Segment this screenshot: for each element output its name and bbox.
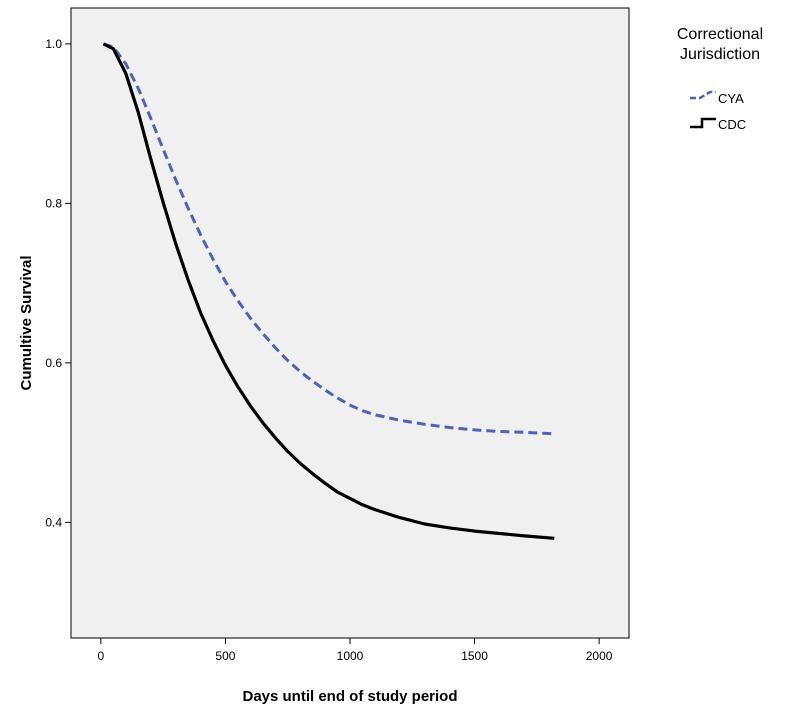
legend-title-line-1: Correctional bbox=[677, 26, 763, 43]
legend-swatch-cdc bbox=[690, 117, 716, 129]
x-tick-label: 500 bbox=[215, 649, 235, 663]
legend-label-cdc: CDC bbox=[718, 117, 746, 132]
x-tick-label: 1000 bbox=[337, 649, 364, 663]
y-tick-label: 0.4 bbox=[45, 515, 62, 529]
x-tick-label: 1500 bbox=[461, 649, 488, 663]
series-lines bbox=[102, 42, 555, 540]
x-axis-title: Days until end of study period bbox=[242, 688, 457, 705]
legend-title-line-2: Jurisdiction bbox=[680, 46, 760, 63]
series-line-cdc bbox=[102, 42, 555, 540]
legend-swatch-cya bbox=[690, 90, 716, 100]
series-line-cya bbox=[102, 42, 555, 436]
y-tick-label: 0.8 bbox=[45, 196, 62, 210]
y-axis: 0.4 0.6 0.8 1.0 bbox=[45, 37, 71, 529]
y-axis-title: Cumultive Survival bbox=[18, 255, 35, 390]
x-tick-label: 2000 bbox=[586, 649, 613, 663]
x-tick-label: 0 bbox=[98, 649, 105, 663]
legend: Correctional Jurisdiction CYA CDC bbox=[677, 26, 763, 132]
x-axis: 0 500 1000 1500 2000 bbox=[98, 638, 613, 663]
y-tick-label: 0.6 bbox=[45, 356, 62, 370]
legend-label-cya: CYA bbox=[718, 91, 744, 106]
plot-area bbox=[70, 7, 630, 639]
y-tick-label: 1.0 bbox=[45, 37, 62, 51]
